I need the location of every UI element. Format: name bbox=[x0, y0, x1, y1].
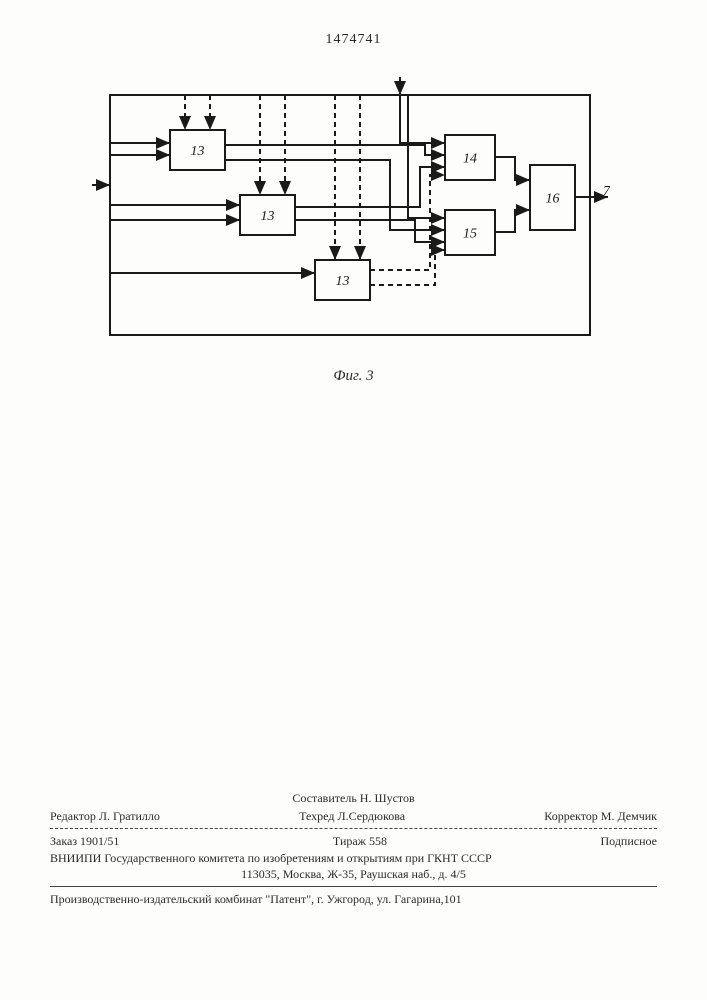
address-line: 113035, Москва, Ж-35, Раушская наб., д. … bbox=[50, 866, 657, 882]
techred-label: Техред Л.Сердюкова bbox=[299, 808, 405, 824]
page: 1474741 13 13 13 14 15 16 7 Фиг. 3 Составитель… bbox=[0, 0, 707, 1000]
dashed-divider bbox=[50, 828, 657, 829]
svg-text:7: 7 bbox=[603, 184, 610, 199]
svg-text:13: 13 bbox=[261, 209, 275, 224]
compiler-line: Составитель Н. Шустов bbox=[50, 790, 657, 806]
solid-divider bbox=[50, 886, 657, 887]
block-diagram: 13 13 13 14 15 16 7 bbox=[90, 75, 610, 357]
corrector-label: Корректор М. Демчик bbox=[544, 808, 657, 824]
svg-text:13: 13 bbox=[191, 144, 205, 159]
svg-text:14: 14 bbox=[463, 152, 477, 167]
svg-text:16: 16 bbox=[546, 192, 560, 207]
tirazh-label: Тираж 558 bbox=[333, 833, 387, 849]
footer-block: Составитель Н. Шустов Редактор Л. Гратил… bbox=[50, 790, 657, 907]
editor-label: Редактор Л. Гратилло bbox=[50, 808, 160, 824]
subscription-label: Подписное bbox=[601, 833, 658, 849]
figure-caption: Фиг. 3 bbox=[0, 368, 707, 385]
order-row: Заказ 1901/51 Тираж 558 Подписное bbox=[50, 833, 657, 849]
svg-text:13: 13 bbox=[336, 274, 350, 289]
production-line: Производственно-издательский комбинат "П… bbox=[50, 891, 657, 907]
committee-line: ВНИИПИ Государственного комитета по изоб… bbox=[50, 850, 657, 866]
order-label: Заказ 1901/51 bbox=[50, 833, 119, 849]
svg-text:15: 15 bbox=[463, 227, 477, 242]
credits-row: Редактор Л. Гратилло Техред Л.Сердюкова … bbox=[50, 808, 657, 824]
document-number: 1474741 bbox=[0, 32, 707, 48]
diagram-container: 13 13 13 14 15 16 7 bbox=[90, 75, 610, 357]
